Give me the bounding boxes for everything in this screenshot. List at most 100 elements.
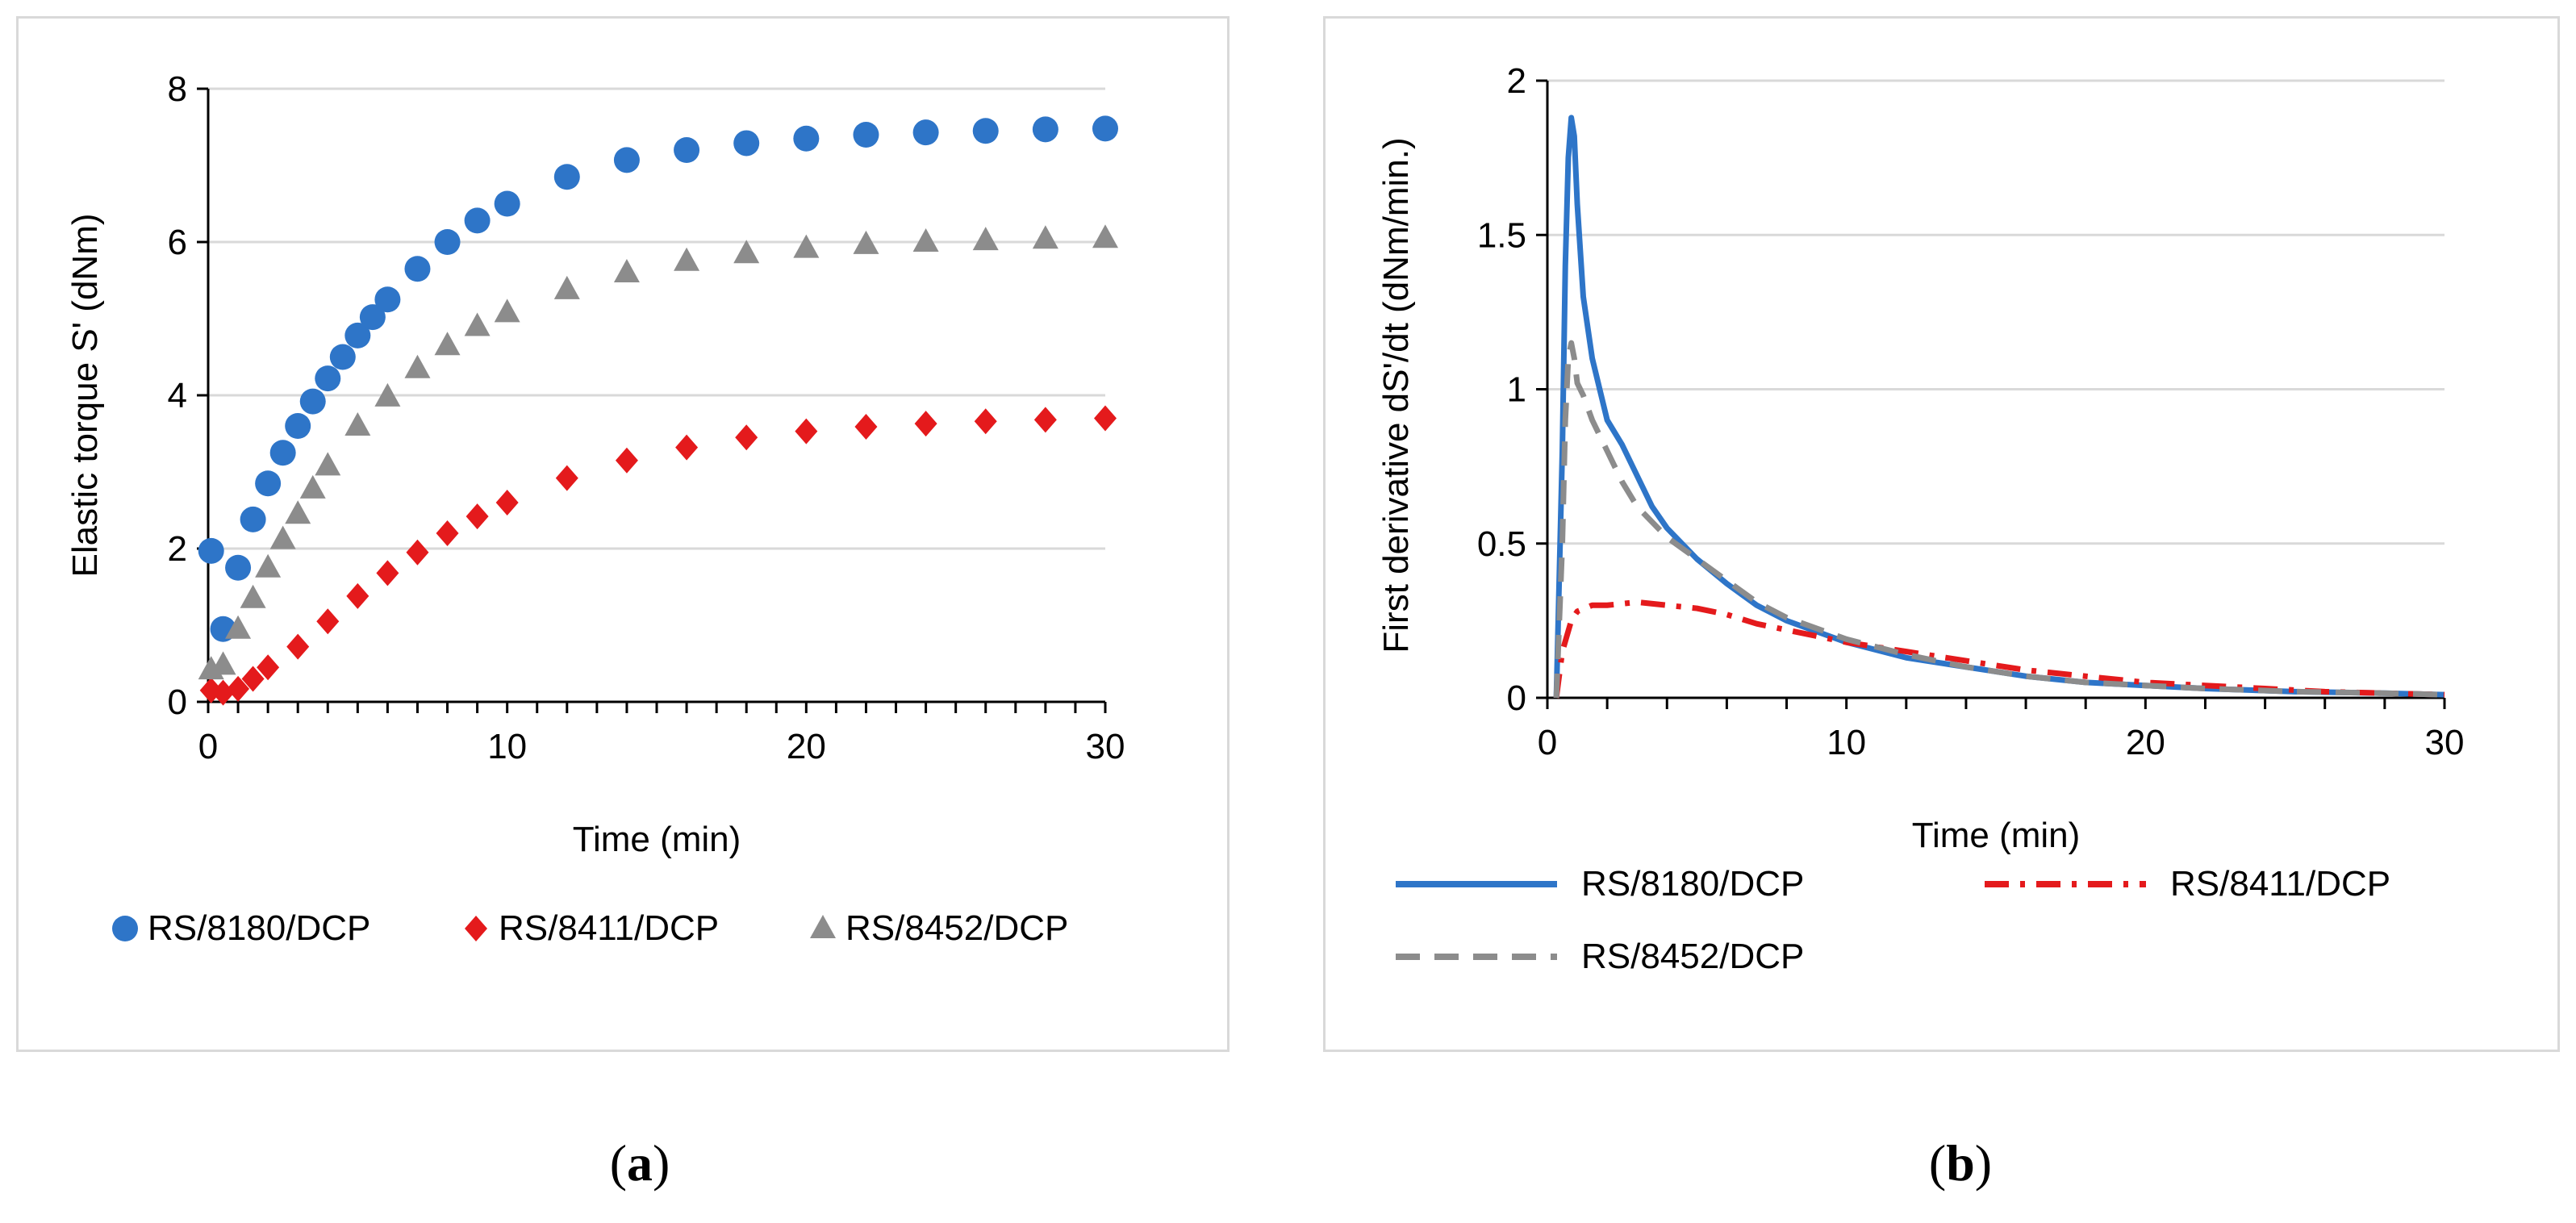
legend-label: RS/8180/DCP: [1581, 864, 1804, 904]
x-tick-label: 20: [2126, 723, 2165, 762]
x-tick-label: 10: [1827, 723, 1866, 762]
data-point: [198, 537, 224, 564]
data-point: [853, 122, 879, 148]
x-tick-label: 10: [487, 727, 527, 766]
data-point: [613, 259, 640, 282]
data-point: [329, 344, 356, 370]
data-point: [1092, 115, 1118, 142]
data-point: [241, 666, 265, 692]
x-tick-label: 0: [198, 727, 218, 766]
data-point: [436, 520, 459, 546]
data-point: [613, 147, 640, 173]
data-point: [299, 474, 326, 499]
data-point: [269, 525, 296, 549]
data-point: [1094, 405, 1117, 432]
y-tick-label: 8: [168, 69, 187, 109]
legend-marker: [465, 916, 487, 941]
data-point: [553, 164, 580, 190]
data-point: [974, 408, 997, 435]
data-point: [315, 365, 341, 392]
data-point: [210, 651, 236, 675]
data-point: [972, 118, 999, 144]
data-point: [733, 240, 760, 264]
y-tick-label: 1: [1507, 370, 1526, 410]
data-point: [674, 247, 700, 271]
legend-marker: [112, 916, 138, 941]
legend-label: RS/8452/DCP: [845, 908, 1068, 948]
data-point: [615, 447, 638, 474]
series-line: [1553, 340, 2445, 699]
data-point: [494, 298, 520, 323]
data-point: [793, 234, 820, 258]
legend-label: RS/8411/DCP: [2170, 864, 2390, 904]
y-tick-label: 6: [168, 223, 187, 262]
data-point: [346, 582, 369, 609]
data-point: [466, 503, 489, 530]
data-point: [555, 465, 578, 491]
data-point: [674, 137, 700, 163]
data-point: [406, 539, 429, 566]
data-point: [494, 190, 520, 217]
data-point: [211, 679, 235, 706]
x-tick-label: 30: [2425, 723, 2465, 762]
data-point: [285, 500, 311, 524]
data-point: [359, 304, 386, 331]
data-point: [240, 584, 266, 608]
data-point: [285, 413, 311, 439]
data-point: [1032, 225, 1058, 249]
data-point: [255, 470, 282, 497]
data-point: [240, 506, 266, 532]
data-point: [464, 312, 491, 336]
data-point: [733, 130, 760, 157]
data-point: [854, 413, 878, 440]
data-point: [376, 560, 399, 586]
y-tick-label: 2: [1507, 61, 1526, 101]
data-point: [434, 229, 461, 255]
y-axis-label: First derivative dS'/dt (dNm/min.): [1376, 137, 1416, 653]
y-axis-label: Elastic torque S' (dNm): [65, 214, 105, 578]
data-point: [225, 554, 252, 581]
data-point: [434, 332, 461, 356]
legend-label: RS/8411/DCP: [499, 908, 719, 948]
legend-marker: [810, 915, 836, 938]
data-point: [227, 675, 250, 702]
caption-b: (b): [1928, 1134, 1993, 1192]
data-point: [286, 633, 310, 660]
data-point: [795, 418, 818, 445]
data-point: [374, 286, 401, 313]
data-point: [299, 388, 326, 415]
series-line: [1553, 599, 2445, 699]
data-point: [914, 411, 937, 437]
legend-label: RS/8452/DCP: [1581, 937, 1804, 976]
data-point: [269, 440, 296, 466]
y-tick-label: 1.5: [1477, 215, 1526, 255]
data-point: [793, 125, 820, 152]
data-point: [404, 256, 431, 282]
x-tick-label: 30: [1086, 727, 1125, 766]
data-point: [553, 275, 580, 299]
data-point: [1033, 407, 1057, 433]
x-axis-label: Time (min): [1912, 816, 2081, 855]
caption-a: (a): [609, 1134, 670, 1192]
y-tick-label: 2: [168, 529, 187, 569]
data-point: [495, 490, 519, 515]
data-point: [675, 434, 699, 461]
x-axis-label: Time (min): [573, 820, 741, 859]
panel-a-frame: [16, 16, 1230, 1052]
y-tick-label: 0: [168, 682, 187, 722]
chart-a: 0 2 4 6 8 0 10 20 30 Time (min) Elastic torque S' …: [65, 69, 1125, 948]
x-tick-label: 20: [787, 727, 826, 766]
data-point: [1092, 224, 1118, 248]
y-tick-label: 4: [168, 376, 187, 415]
data-point: [912, 228, 939, 252]
data-point: [257, 654, 280, 681]
x-tick-label: 0: [1538, 723, 1557, 762]
data-point: [404, 354, 431, 378]
y-tick-label: 0.5: [1477, 524, 1526, 564]
data-point: [344, 412, 371, 436]
data-point: [255, 553, 282, 578]
data-point: [464, 207, 491, 234]
series-line: [1553, 115, 2445, 699]
